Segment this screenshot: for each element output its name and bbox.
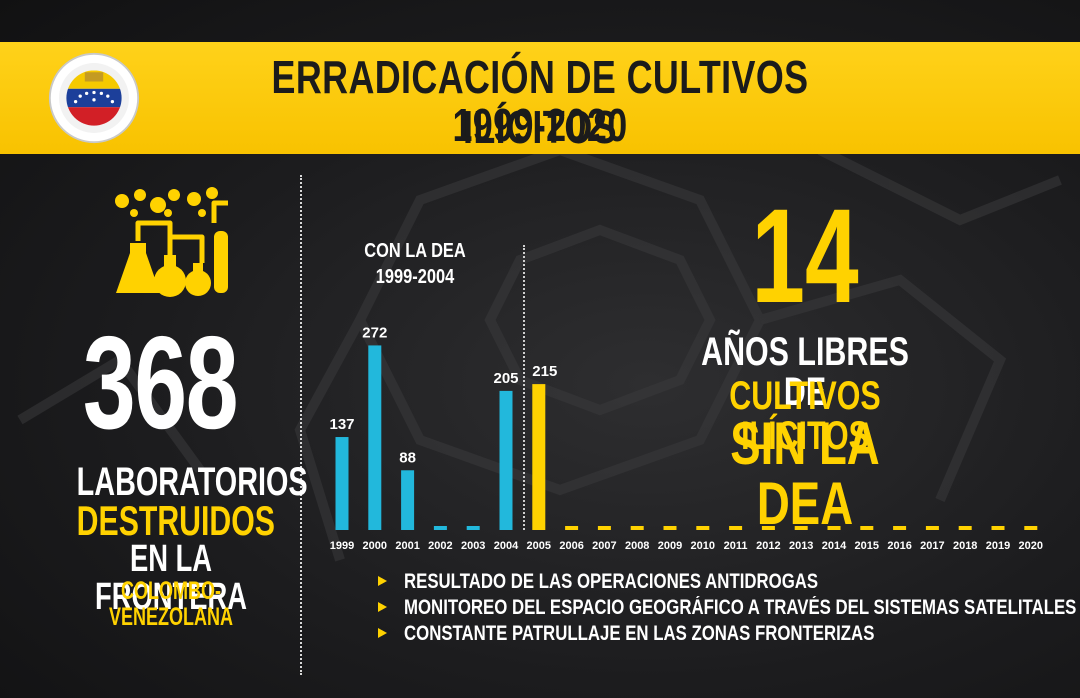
bar-2011 [729,526,743,530]
bar-2004 [499,390,513,530]
illicit-crops-label: CULTIVOS ILÍCITOS [729,374,881,458]
bar-2002 [433,526,447,530]
x-tick-label-2011: 2011 [724,540,748,552]
x-tick-label-2008: 2008 [625,540,649,552]
x-tick-label-2015: 2015 [855,540,879,552]
triangle-bullet-icon [378,628,387,638]
bar-2016 [893,526,907,530]
bar-2009 [663,526,677,530]
x-tick-label-2019: 2019 [986,540,1010,552]
bar-2018 [958,526,972,530]
x-tick-label-2001: 2001 [395,540,419,552]
data-label-2004: 205 [493,370,518,387]
list-item: RESULTADO DE LAS OPERACIONES ANTIDROGAS [378,570,1038,596]
years-free-count: 14 [751,182,859,331]
data-label-2005: 215 [532,363,557,380]
x-tick-label-2004: 2004 [494,540,519,552]
laboratory-flasks-icon [115,187,228,297]
x-tick-label-2014: 2014 [822,540,847,552]
bar-2006 [565,526,579,530]
destroyed-label: DESTRUIDOS [76,497,275,544]
dea-period-divider [523,245,525,530]
bar-2013 [794,526,808,530]
bar-2003 [466,526,480,530]
list-item: CONSTANTE PATRULLAJE EN LAS ZONAS FRONTE… [378,622,1038,648]
data-label-2001: 88 [399,449,416,466]
x-tick-label-2002: 2002 [428,540,452,552]
x-tick-label-2003: 2003 [461,540,485,552]
data-label-2000: 272 [362,324,387,341]
x-tick-label-2020: 2020 [1019,540,1043,552]
triangle-bullet-icon [378,602,387,612]
chart-subtitle-years: 1999-2020 [452,99,628,151]
x-tick-label-2018: 2018 [953,540,977,552]
bullet-list: RESULTADO DE LAS OPERACIONES ANTIDROGAS … [378,570,1076,648]
x-tick-label-2010: 2010 [691,540,715,552]
x-tick-label-2017: 2017 [920,540,944,552]
border-label: EN LA FRONTERA [94,538,247,618]
list-item: MONITOREO DEL ESPACIO GEOGRÁFICO A TRAVÉ… [378,596,1076,622]
colombo-venezolana-label: COLOMBO-VENEZOLANA [108,577,233,631]
bar-2008 [630,526,644,530]
bullet-text: RESULTADO DE LAS OPERACIONES ANTIDROGAS [404,570,819,593]
bar-2017 [925,526,939,530]
triangle-bullet-icon [378,576,387,586]
x-tick-label-1999: 1999 [330,540,354,552]
years-free-label: AÑOS LIBRES DE [701,330,909,414]
bar-2000 [368,345,382,530]
header-banner [0,42,1080,154]
laboratories-count: 368 [82,309,239,456]
x-tick-label-2016: 2016 [887,540,911,552]
bar-2014 [827,526,841,530]
ministry-seal-icon [48,52,140,144]
without-dea-label: SIN LA DEA [730,410,880,537]
x-tick-label-2005: 2005 [527,540,551,552]
x-tick-label-2000: 2000 [363,540,387,552]
data-label-1999: 137 [329,416,354,433]
bar-2019 [991,526,1005,530]
bar-2012 [761,526,775,530]
bar-2007 [597,526,611,530]
bar-1999 [335,437,349,530]
x-tick-label-2012: 2012 [756,540,780,552]
dea-annotation-line1: CON LA DEA [364,240,466,262]
x-tick-label-2009: 2009 [658,540,682,552]
bullet-text: MONITOREO DEL ESPACIO GEOGRÁFICO A TRAVÉ… [404,596,1077,619]
x-tick-label-2006: 2006 [559,540,583,552]
x-tick-label-2007: 2007 [592,540,616,552]
dea-annotation-line2: 1999-2004 [375,266,455,288]
bullet-text: CONSTANTE PATRULLAJE EN LAS ZONAS FRONTE… [404,622,875,645]
section-divider [300,175,302,675]
bar-2015 [860,526,874,530]
x-tick-label-2013: 2013 [789,540,813,552]
bar-2001 [401,470,415,530]
bar-2010 [696,526,710,530]
bar-2020 [1024,526,1038,530]
chart-title: ERRADICACIÓN DE CULTIVOS ILÍCITOS [271,51,809,153]
bar-2005 [532,384,546,530]
